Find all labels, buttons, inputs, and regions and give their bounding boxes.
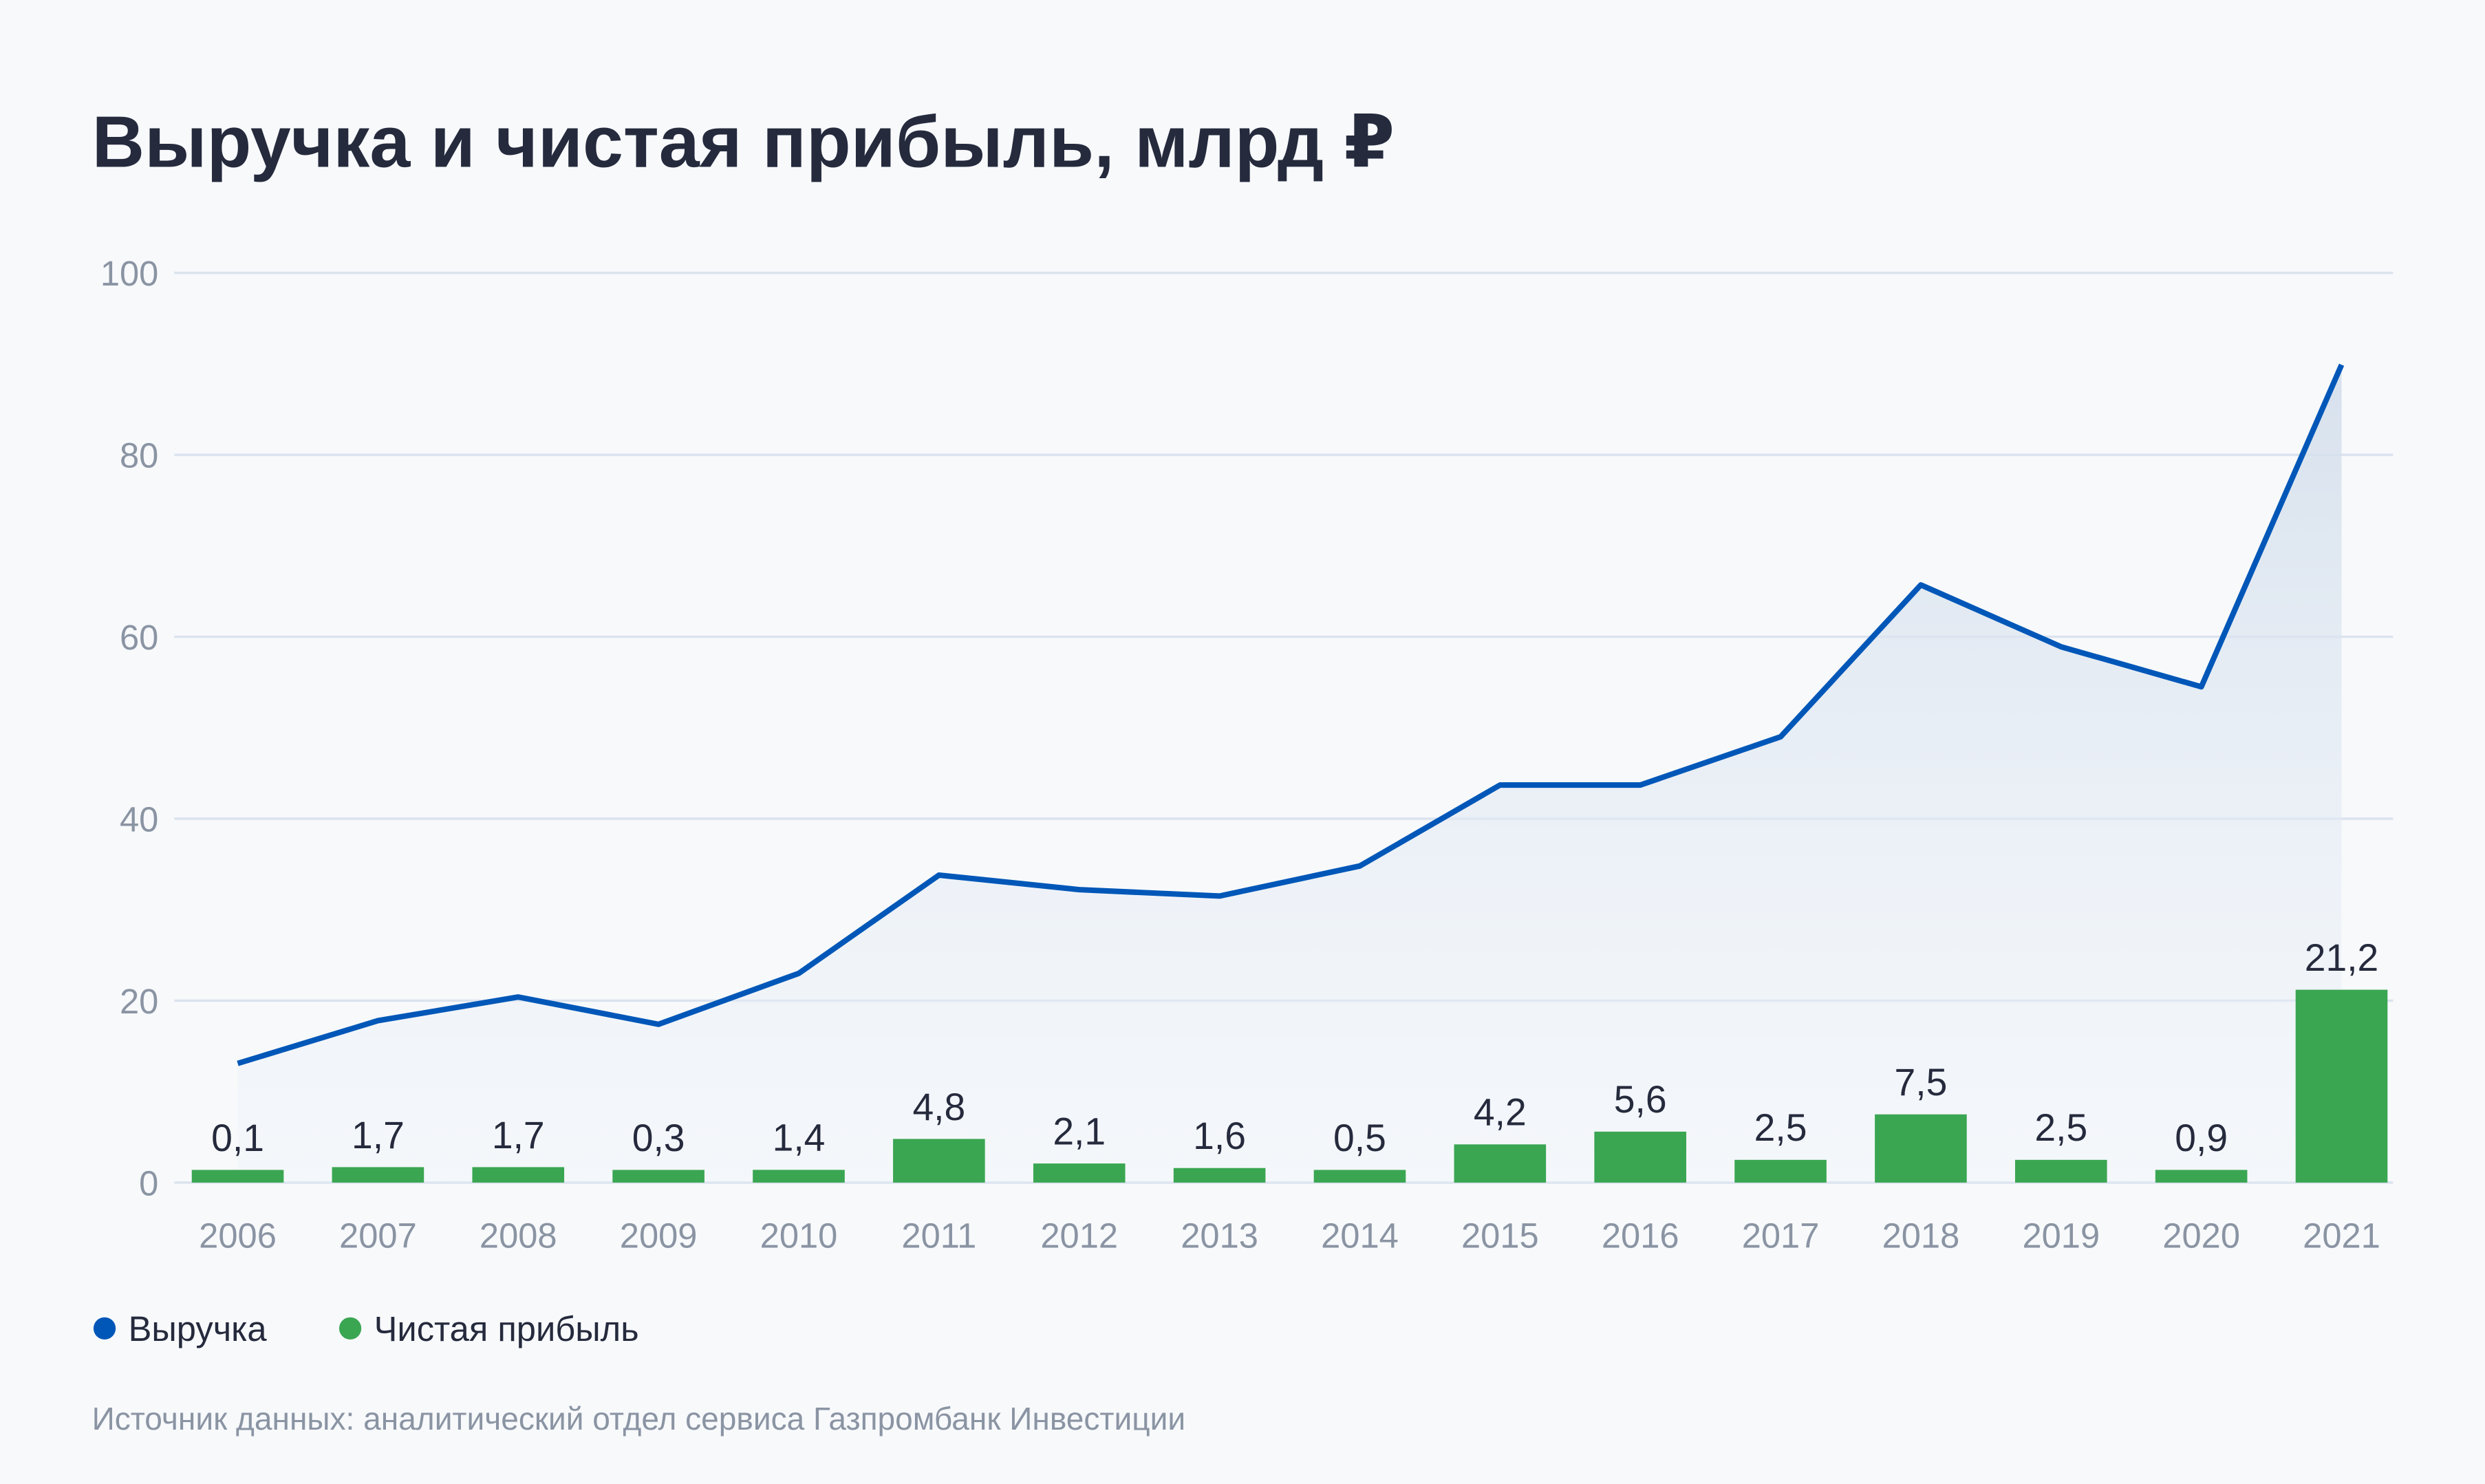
profit-data-label: 1,7	[352, 1114, 405, 1157]
profit-data-label: 21,2	[2305, 936, 2379, 979]
x-tick-label: 2012	[1040, 1216, 1118, 1255]
profit-bar-2017	[1734, 1159, 1827, 1183]
profit-data-label: 5,6	[1614, 1078, 1667, 1121]
profit-data-label: 0,5	[1333, 1117, 1386, 1159]
y-tick-label: 40	[120, 799, 158, 839]
legend-revenue-marker	[93, 1317, 116, 1340]
profit-data-label: 4,2	[1474, 1091, 1527, 1134]
x-tick-label: 2015	[1461, 1216, 1539, 1255]
profit-bar-2012	[1033, 1163, 1126, 1183]
x-tick-label: 2009	[620, 1216, 698, 1255]
profit-bar-2014	[1313, 1170, 1406, 1183]
legend-profit-label: Чистая прибыль	[374, 1309, 639, 1348]
profit-bar-2009	[612, 1170, 704, 1183]
profit-bar-2016	[1594, 1131, 1686, 1183]
profit-bar-2011	[893, 1139, 985, 1183]
x-tick-label: 2013	[1181, 1216, 1258, 1255]
profit-data-label: 0,3	[632, 1117, 685, 1159]
legend-profit-marker	[338, 1317, 362, 1340]
profit-data-label: 2,5	[1754, 1106, 1807, 1149]
legend-revenue-label: Выручка	[129, 1309, 268, 1348]
y-tick-label: 20	[120, 982, 158, 1021]
profit-data-label: 7,5	[1895, 1061, 1948, 1104]
profit-data-label: 1,4	[773, 1117, 826, 1159]
y-tick-label: 0	[139, 1163, 158, 1203]
x-tick-label: 2006	[199, 1216, 277, 1255]
x-tick-label: 2014	[1321, 1216, 1399, 1255]
profit-data-label: 1,7	[492, 1114, 545, 1157]
profit-data-label: 1,6	[1193, 1115, 1246, 1157]
profit-data-label: 2,5	[2034, 1106, 2087, 1149]
profit-bar-2010	[753, 1170, 845, 1183]
x-tick-label: 2007	[339, 1216, 417, 1255]
x-tick-label: 2016	[1602, 1216, 1679, 1255]
x-tick-label: 2017	[1742, 1216, 1820, 1255]
profit-bar-2019	[2014, 1159, 2107, 1183]
source-note: Источник данных: аналитический отдел сер…	[92, 1401, 1186, 1437]
profit-data-label: 0,1	[211, 1117, 264, 1159]
legend: Выручка Чистая прибыль	[93, 1309, 639, 1348]
profit-data-label: 0,9	[2175, 1117, 2228, 1159]
revenue-area	[237, 365, 2342, 1183]
x-tick-label: 2011	[901, 1216, 976, 1255]
profit-bar-2008	[472, 1167, 565, 1183]
profit-data-label: 4,8	[912, 1086, 965, 1128]
y-tick-label: 60	[120, 618, 158, 657]
x-tick-label: 2010	[760, 1216, 838, 1255]
profit-bar-2013	[1173, 1168, 1266, 1183]
revenue-line	[237, 363, 2345, 1066]
profit-bar-2007	[332, 1167, 424, 1183]
profit-bar-2006	[191, 1170, 284, 1183]
profit-bar-2018	[1875, 1114, 1967, 1183]
y-tick-label: 80	[120, 436, 158, 475]
profit-bar-2021	[2295, 989, 2388, 1183]
x-tick-label: 2020	[2162, 1216, 2240, 1255]
x-tick-label: 2008	[480, 1216, 557, 1255]
profit-bar-2015	[1454, 1144, 1547, 1183]
y-tick-label: 100	[100, 254, 159, 293]
profit-bar-2020	[2155, 1170, 2248, 1183]
x-tick-label: 2021	[2303, 1216, 2380, 1255]
x-tick-label: 2019	[2022, 1216, 2100, 1255]
x-tick-label: 2018	[1882, 1216, 1960, 1255]
chart-title: Выручка и чистая прибыль, млрд ₽	[92, 101, 1395, 182]
profit-data-label: 2,1	[1053, 1110, 1106, 1152]
